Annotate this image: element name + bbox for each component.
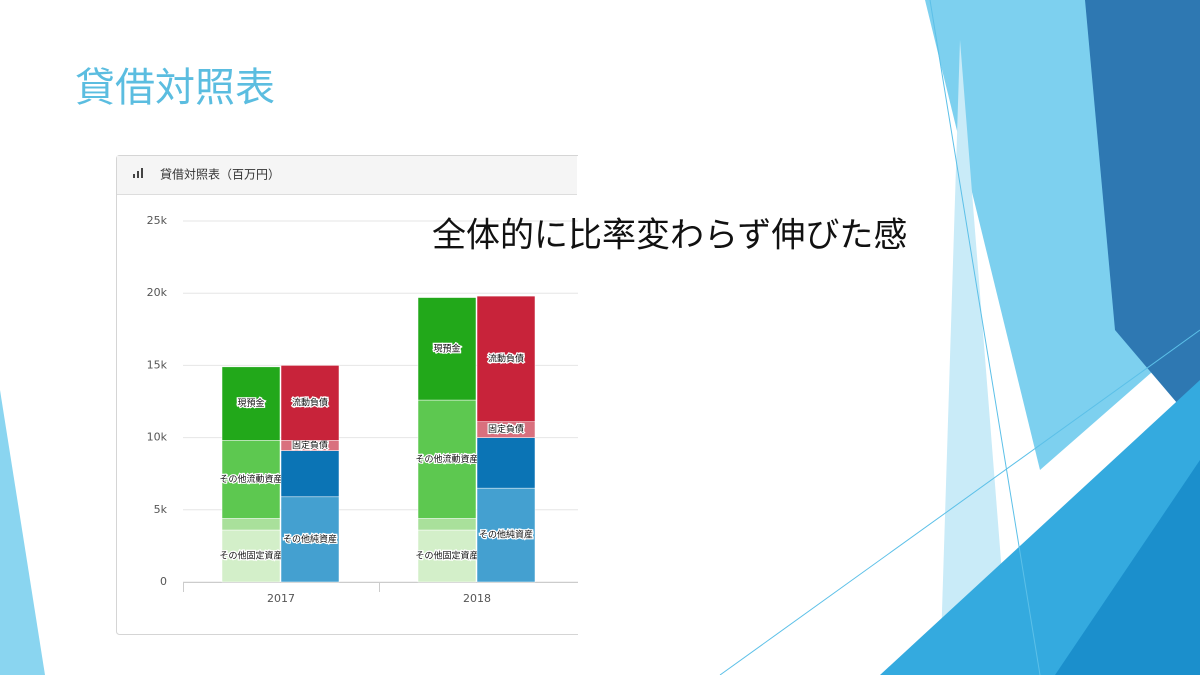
slide-title: 貸借対照表 xyxy=(75,65,275,111)
segment-label: その他流動資産 xyxy=(219,473,282,485)
x-tick-label: 2018 xyxy=(463,592,491,605)
bar-segment xyxy=(417,529,477,583)
segment-label: その他固定資産 xyxy=(415,550,478,562)
segment-label: 流動負債 xyxy=(488,352,524,364)
decoration xyxy=(0,390,45,675)
y-tick-label: 15k xyxy=(147,358,168,371)
decoration xyxy=(940,40,1010,675)
bar-segment xyxy=(417,399,477,519)
segment-label: 流動負債 xyxy=(292,396,328,408)
y-tick-label: 0 xyxy=(160,575,167,588)
bar-segment xyxy=(221,518,281,531)
decoration xyxy=(719,329,1200,675)
segment-label: その他流動資産 xyxy=(415,453,478,465)
bar-segment xyxy=(417,518,477,531)
x-tick-label: 2017 xyxy=(267,592,295,605)
y-tick-label: 5k xyxy=(154,503,168,516)
chart-icon xyxy=(133,168,143,178)
bar-segment xyxy=(221,366,281,441)
decoration xyxy=(929,0,1041,675)
annotation: 全体的に比率変わらず伸びた感 xyxy=(432,216,907,256)
y-tick-label: 10k xyxy=(147,431,168,444)
segment-label: 現預金 xyxy=(237,397,264,409)
bar-segment xyxy=(476,437,536,489)
bar-segment xyxy=(417,297,477,401)
clip-cover xyxy=(578,150,592,640)
y-tick-label: 20k xyxy=(147,286,168,299)
bar-segment xyxy=(221,440,281,519)
bar-segment xyxy=(280,365,340,441)
panel-header xyxy=(117,156,577,194)
segment-label: その他純資産 xyxy=(283,533,337,545)
bar-segment xyxy=(280,450,340,498)
segment-label: その他純資産 xyxy=(479,529,533,541)
bar-segment xyxy=(280,496,340,583)
bar-segment xyxy=(221,529,281,583)
bar-segment xyxy=(476,487,536,583)
segment-label: 現預金 xyxy=(433,342,460,354)
segment-label: その他固定資産 xyxy=(219,550,282,562)
bar-segment xyxy=(476,295,536,422)
decoration xyxy=(1085,0,1200,430)
y-tick-label: 25k xyxy=(147,214,168,227)
segment-label: 固定負債 xyxy=(488,423,524,435)
chart-title: 貸借対照表（百万円） xyxy=(160,167,280,182)
decoration xyxy=(1055,460,1200,675)
segment-label: 固定負債 xyxy=(292,439,328,451)
